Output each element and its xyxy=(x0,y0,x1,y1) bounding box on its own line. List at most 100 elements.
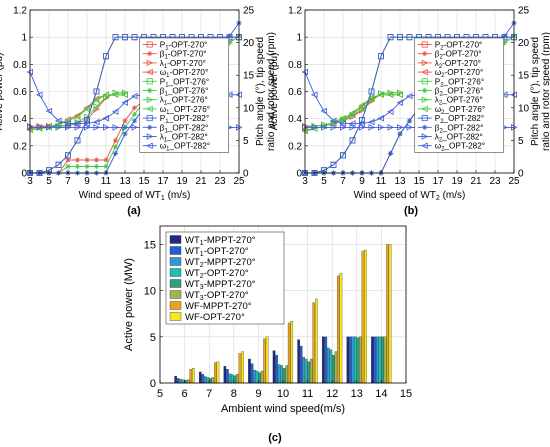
y-tick-label: 5 xyxy=(150,332,156,344)
legend-label: β2_OPT-282° xyxy=(435,123,484,134)
legend-label: P2_OPT-282° xyxy=(435,114,484,125)
legend-label: WT2-OPT-270° xyxy=(185,268,249,280)
x-axis-title: Wind speed of WT2 (m/s) xyxy=(354,190,466,202)
data-marker xyxy=(421,96,429,103)
legend: P2-OPT-270°β2-OPT-270°λ2-OPT-270°ω2-OPT-… xyxy=(414,37,505,153)
data-marker xyxy=(147,51,153,57)
bar xyxy=(324,336,328,384)
bar xyxy=(388,244,392,384)
series-line xyxy=(30,36,239,174)
legend-entry: P2_OPT-282° xyxy=(417,114,484,125)
bar xyxy=(329,349,333,384)
data-marker xyxy=(84,124,91,131)
data-marker xyxy=(93,124,100,131)
data-marker xyxy=(349,124,356,131)
data-marker xyxy=(406,118,413,124)
x-tick-label: 15 xyxy=(400,388,412,400)
legend-entry: P1-OPT-270° xyxy=(142,41,207,52)
bar xyxy=(332,355,335,384)
data-marker xyxy=(396,89,404,97)
data-marker xyxy=(377,53,384,60)
bar xyxy=(321,336,325,384)
data-marker xyxy=(146,115,153,122)
bar xyxy=(255,370,259,384)
data-marker xyxy=(93,96,100,104)
bar xyxy=(359,336,362,384)
y2-axis-title-line2: ratio and rotor speed (rpm) xyxy=(541,32,550,151)
legend-label: β1_OPT-282° xyxy=(160,123,209,134)
data-marker xyxy=(368,118,375,126)
legend-label: P1_OPT-276° xyxy=(160,77,209,88)
y-tick-label: 0.4 xyxy=(13,114,27,125)
data-marker xyxy=(387,91,394,99)
legend-label: λ1_OPT-282° xyxy=(160,133,208,144)
legend-label: WT1-MPPT-270° xyxy=(185,235,256,247)
data-marker xyxy=(45,107,52,115)
data-marker xyxy=(93,103,100,110)
data-marker xyxy=(146,68,153,76)
x-tick-label: 11 xyxy=(101,176,112,187)
x-axis-title: Ambient wind speed(m/s) xyxy=(221,403,345,415)
bar xyxy=(250,363,254,384)
data-marker xyxy=(339,124,347,131)
data-marker xyxy=(131,34,138,41)
bar xyxy=(315,298,318,384)
data-marker xyxy=(226,33,233,39)
legend-entry: β2_OPT-282° xyxy=(417,123,484,134)
legend-swatch xyxy=(169,290,182,299)
bar xyxy=(253,369,256,384)
bar xyxy=(209,378,212,384)
legend-label: WT3-OPT-270° xyxy=(185,290,249,302)
bar xyxy=(351,336,355,384)
x-tick-label: 7 xyxy=(206,388,212,400)
bar xyxy=(309,358,313,384)
data-marker xyxy=(368,124,375,131)
y-tick-label: 0.6 xyxy=(13,87,27,98)
y-tick-label: 0 xyxy=(150,378,156,390)
legend-label: β1_OPT-276° xyxy=(160,87,209,98)
x-tick-label: 10 xyxy=(277,388,289,400)
y-axis-title: Active power (MW) xyxy=(123,258,135,351)
x-tick-label: 19 xyxy=(176,176,188,187)
bar xyxy=(174,375,177,384)
data-marker xyxy=(84,163,90,170)
data-marker xyxy=(501,91,508,99)
data-marker xyxy=(65,152,72,159)
y-tick-label: 0.4 xyxy=(288,114,302,125)
data-marker xyxy=(103,163,109,170)
legend-label: WT1-OPT-270° xyxy=(185,246,249,258)
chart-panel-a: 3 5 7 9 11 13 15 17 19 21 23 2500.20.40.60.811.2051… xyxy=(0,6,277,203)
bar xyxy=(373,336,377,384)
bar xyxy=(201,374,205,384)
data-marker xyxy=(387,89,394,97)
y2-axis-title-line2: ratio and rotor speed (rpm) xyxy=(266,32,277,151)
bar xyxy=(297,339,300,384)
data-marker xyxy=(501,40,508,46)
x-tick-label: 13 xyxy=(351,388,363,400)
y2-tick-label: 15 xyxy=(243,71,255,82)
x-tick-label: 15 xyxy=(413,176,425,187)
panel-label-b: (b) xyxy=(404,205,418,217)
legend-entry: β1_OPT-282° xyxy=(142,123,209,134)
data-marker xyxy=(358,105,366,113)
data-marker xyxy=(74,163,81,170)
chart-panel-b: 3 5 7 9 11 13 15 17 19 21 23 2500.20.40.60.811.2051… xyxy=(269,6,550,203)
x-tick-label: 13 xyxy=(119,176,131,187)
data-marker xyxy=(396,99,404,106)
legend-label: λ2_OPT-282° xyxy=(435,133,483,144)
bar xyxy=(204,376,207,384)
x-tick-label: 7 xyxy=(65,176,71,187)
legend-entry: ω1_OPT-282° xyxy=(142,142,210,153)
data-marker xyxy=(55,117,62,125)
data-marker xyxy=(131,105,138,111)
y-tick-label: 0 xyxy=(21,169,27,180)
data-marker xyxy=(339,114,347,122)
legend-entry: WT1-OPT-270° xyxy=(169,246,249,258)
data-marker xyxy=(55,124,62,131)
legend-entry: β1_OPT-276° xyxy=(142,87,209,98)
legend-label: P2-OPT-270° xyxy=(435,41,483,52)
bar xyxy=(189,368,193,384)
legend-label: ω2-OPT-270° xyxy=(435,68,484,79)
data-marker xyxy=(387,124,394,131)
